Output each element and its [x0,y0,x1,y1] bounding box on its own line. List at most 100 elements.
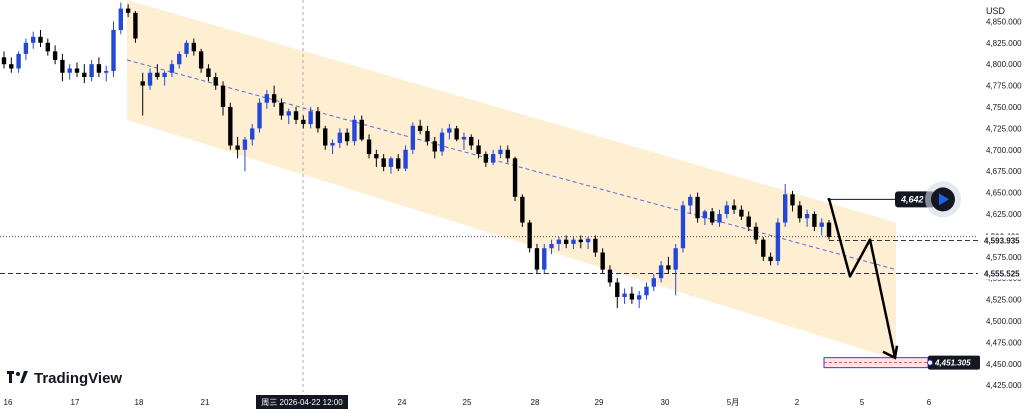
x-tick-label: 2 [795,398,800,407]
candle [191,38,197,56]
candle [775,218,781,266]
candle-body [695,196,700,219]
y-tick-label: 4,750.000 [986,103,1022,112]
candle [169,59,175,78]
x-tick-label: 29 [595,398,604,407]
candle [410,122,416,155]
candle-body [366,139,372,155]
x-tick-label: 24 [398,398,407,407]
candle-body [111,29,116,72]
candle [82,64,87,84]
candle [96,57,102,78]
candle [578,235,583,249]
candle-body [775,222,781,262]
candle-body [352,119,357,142]
candle [374,149,379,167]
candle-body [410,125,416,150]
candle-body [96,64,102,73]
candle [768,252,773,266]
candle-body [118,8,124,30]
candle-body [162,72,167,78]
candle-body [1,57,7,65]
price-tag-last-bg [980,234,1024,247]
candle [556,237,562,251]
candle [213,72,218,90]
candle [607,265,613,287]
candle [286,108,291,125]
candle-body [344,132,350,142]
candle [673,243,678,296]
x-tick-label: 25 [463,398,472,407]
candle-body [622,293,627,297]
candle [432,136,437,159]
candle-body [746,216,751,227]
candle-body [812,213,817,227]
x-tick-label: 30 [661,398,670,407]
candle [67,64,72,80]
candle-body [447,128,452,133]
candle [417,119,423,135]
candle-body [804,213,810,219]
candle-body [169,64,175,73]
candle [585,237,591,250]
candle-body [607,269,613,283]
candle [228,102,233,150]
candle [162,71,167,86]
candle [206,64,211,82]
y-tick-label: 4,475.000 [986,338,1022,347]
projection-arrowhead [882,345,899,360]
candle-body [768,256,773,262]
candle-body [542,248,547,270]
candle [461,132,467,150]
candle [761,237,766,262]
candle [381,154,386,172]
candle [140,72,145,116]
candle-body [323,128,328,146]
crosshair-time-badge [256,395,348,409]
candle-body [439,132,445,152]
candle-body [140,81,145,86]
candle [31,31,36,49]
candle-body [315,111,321,129]
candle-body [31,36,36,43]
candle-body [593,238,598,253]
candle-body [826,222,832,238]
candle [520,194,525,227]
candle-body [381,158,386,167]
candle [724,201,729,219]
candle [688,194,693,214]
x-tick-label: 28 [531,398,540,407]
candle-body [498,149,503,155]
play-icon[interactable] [939,193,949,206]
target-down-label: 4,451.305 [934,359,971,368]
watermark-text: TradingView [34,370,122,387]
candle [388,156,394,174]
candle [571,237,576,250]
y-tick-label: 4,700.000 [986,146,1022,155]
candle-body [74,68,80,73]
candle-body [279,102,284,116]
x-tick-label: 6 [927,398,932,407]
x-tick-label: 16 [4,398,13,407]
y-tick-label: 4,650.000 [986,189,1022,198]
candle [644,282,649,300]
candle-body [717,213,722,223]
candle-body [636,295,642,300]
candle [89,59,94,82]
candle [753,222,759,244]
candle [235,136,240,159]
candle [717,209,722,227]
candle [549,239,554,255]
y-tick-label: 4,425.000 [986,381,1022,390]
candle [344,128,350,146]
candle-body [82,72,87,78]
candle-body [89,64,94,78]
x-tick-label: 5 [860,398,865,407]
candle [447,124,452,140]
candle-body [417,125,423,131]
candle-body [271,94,277,103]
candle-body [702,211,708,219]
candle [271,85,277,107]
